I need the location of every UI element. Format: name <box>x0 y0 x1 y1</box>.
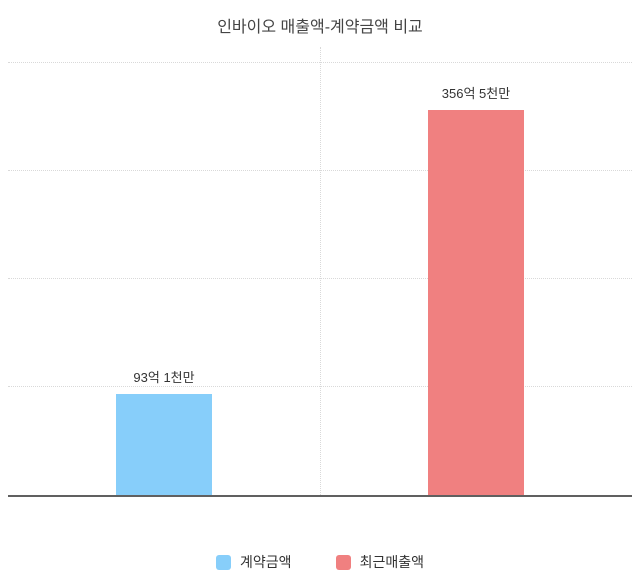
legend-label: 계약금액 <box>240 554 292 570</box>
category-column-contract: 93억 1천만 <box>8 55 320 495</box>
bar-group-contract: 93억 1천만 <box>116 367 212 495</box>
bar-contract[interactable] <box>116 394 212 495</box>
legend-item-contract[interactable]: 계약금액 <box>216 552 292 572</box>
vertical-gridline <box>320 47 321 495</box>
chart-legend: 계약금액 최근매출액 <box>0 552 640 572</box>
bar-value-label: 356억 5천만 <box>441 85 511 101</box>
bar-value-label: 93억 1천만 <box>133 370 195 386</box>
legend-label: 최근매출액 <box>359 554 424 570</box>
legend-swatch-revenue <box>335 554 351 570</box>
plot-area: 93억 1천만 356억 5천만 <box>8 47 632 497</box>
bar-group-revenue: 356억 5천만 <box>428 83 524 495</box>
bar-revenue[interactable] <box>428 109 524 495</box>
legend-swatch-contract <box>216 554 232 570</box>
legend-item-revenue[interactable]: 최근매출액 <box>335 552 424 572</box>
bar-columns: 93억 1천만 356억 5천만 <box>8 55 632 495</box>
chart-title: 인바이오 매출액-계약금액 비교 <box>217 19 423 36</box>
category-column-revenue: 356억 5천만 <box>320 55 632 495</box>
